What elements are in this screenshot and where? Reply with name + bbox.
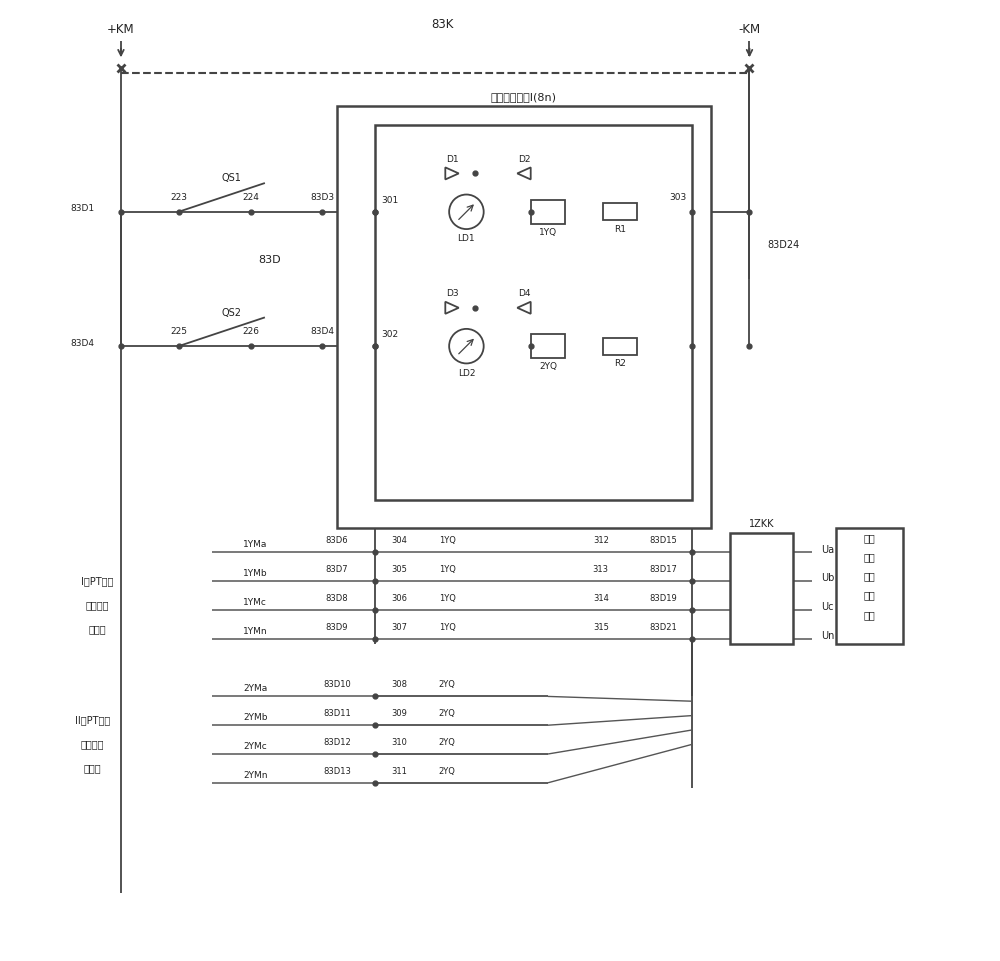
Text: LD2: LD2 [458, 368, 475, 378]
Text: 1YQ: 1YQ [439, 536, 456, 546]
Text: 1YMb: 1YMb [243, 569, 268, 579]
Text: 307: 307 [391, 623, 407, 631]
Text: 83D8: 83D8 [326, 594, 348, 604]
Text: QS2: QS2 [221, 308, 241, 317]
Text: II母PT保护: II母PT保护 [75, 715, 110, 726]
Text: 2YQ: 2YQ [439, 709, 456, 718]
Text: 2YQ: 2YQ [439, 680, 456, 689]
Text: Ua: Ua [821, 545, 835, 554]
Text: LD1: LD1 [458, 234, 475, 243]
Text: D3: D3 [446, 289, 458, 298]
Text: 83D24: 83D24 [767, 240, 799, 251]
Text: 83D10: 83D10 [323, 680, 351, 689]
Text: 308: 308 [391, 680, 407, 689]
Text: 83K: 83K [431, 18, 454, 31]
Text: 83D9: 83D9 [326, 623, 348, 631]
Text: D1: D1 [446, 155, 458, 163]
Bar [730, 533, 793, 644]
Text: 306: 306 [391, 594, 407, 604]
Text: Un: Un [821, 631, 835, 641]
Text: 313: 313 [593, 565, 609, 575]
Text: 1YMa: 1YMa [243, 540, 267, 550]
Text: 83D1: 83D1 [71, 205, 95, 213]
Bar [603, 203, 637, 220]
Text: 小母线: 小母线 [83, 763, 101, 774]
Text: 测量电压: 测量电压 [80, 739, 104, 750]
Text: 1YQ: 1YQ [439, 594, 456, 604]
Text: Uc: Uc [821, 603, 834, 612]
Text: 303: 303 [669, 193, 686, 202]
Text: 2YMb: 2YMb [243, 713, 268, 722]
Text: 83D: 83D [258, 255, 281, 265]
Text: 小母线: 小母线 [88, 625, 106, 634]
Text: D2: D2 [518, 155, 530, 163]
Text: 保护: 保护 [864, 572, 875, 581]
Text: 83D11: 83D11 [323, 709, 351, 718]
Text: 83D3: 83D3 [310, 193, 335, 202]
Text: 2YQ: 2YQ [439, 738, 456, 747]
Text: 1YQ: 1YQ [439, 565, 456, 575]
Text: 224: 224 [242, 193, 259, 202]
Text: 314: 314 [593, 594, 609, 604]
Text: 83D21: 83D21 [649, 623, 677, 631]
Text: 225: 225 [170, 328, 187, 336]
Text: 2YMa: 2YMa [243, 684, 267, 693]
Text: 切换: 切换 [864, 533, 875, 543]
Text: R1: R1 [614, 225, 626, 234]
Text: 83D12: 83D12 [323, 738, 351, 747]
Bar [836, 529, 903, 644]
Text: 2YQ: 2YQ [439, 767, 456, 776]
Text: R2: R2 [614, 358, 626, 368]
Text: 1YMn: 1YMn [243, 627, 268, 635]
Text: 测量电压: 测量电压 [85, 601, 109, 610]
Text: 223: 223 [170, 193, 187, 202]
Text: 83D15: 83D15 [649, 536, 677, 546]
Text: 226: 226 [242, 328, 259, 336]
Text: 311: 311 [391, 767, 407, 776]
Text: 305: 305 [391, 565, 407, 575]
Bar [337, 107, 711, 529]
Text: 83D6: 83D6 [326, 536, 348, 546]
Text: 309: 309 [391, 709, 407, 718]
Text: 304: 304 [391, 536, 407, 546]
Text: 2YMc: 2YMc [243, 742, 267, 751]
Text: I母PT保护: I母PT保护 [81, 577, 113, 586]
Text: 83D4: 83D4 [310, 328, 334, 336]
Text: 1YQ: 1YQ [439, 623, 456, 631]
Bar [531, 200, 565, 224]
Text: 1YMc: 1YMc [243, 598, 267, 606]
Text: 315: 315 [593, 623, 609, 631]
Text: Ub: Ub [821, 574, 835, 583]
Text: 312: 312 [593, 536, 609, 546]
Text: 电压切换装置I(8n): 电压切换装置I(8n) [491, 91, 557, 102]
Text: 电压: 电压 [864, 610, 875, 620]
Text: QS1: QS1 [221, 173, 241, 184]
Text: 2YQ: 2YQ [539, 362, 557, 371]
Text: 83D19: 83D19 [649, 594, 677, 604]
Text: 1YQ: 1YQ [539, 228, 557, 237]
Text: D4: D4 [518, 289, 530, 298]
Text: 310: 310 [391, 738, 407, 747]
Text: +KM: +KM [107, 23, 135, 36]
Text: 测量: 测量 [864, 591, 875, 601]
Text: 后的: 后的 [864, 553, 875, 562]
Text: 83D17: 83D17 [649, 565, 677, 575]
Text: 83D13: 83D13 [323, 767, 351, 776]
Text: 83D4: 83D4 [71, 339, 95, 348]
Text: -KM: -KM [738, 23, 761, 36]
Text: 302: 302 [381, 331, 398, 339]
Text: 1ZKK: 1ZKK [749, 519, 774, 529]
Text: 2YMn: 2YMn [243, 771, 268, 779]
Bar [603, 337, 637, 355]
Text: 83D7: 83D7 [326, 565, 348, 575]
Bar [375, 126, 692, 500]
Bar [531, 334, 565, 358]
Text: 301: 301 [381, 196, 398, 205]
